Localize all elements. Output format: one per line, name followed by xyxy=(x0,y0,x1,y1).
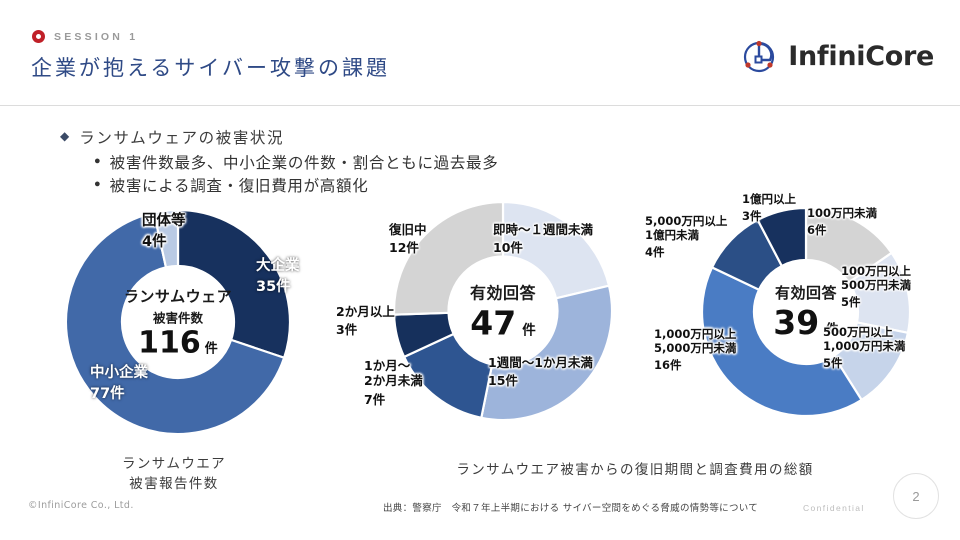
slice-label-text: 中小企業 xyxy=(90,365,148,381)
page-number-badge: 2 xyxy=(893,473,939,519)
slice-label-text-2: 2か月未満 xyxy=(364,373,423,389)
slice-label-text: 即時〜１週間未満 xyxy=(493,222,594,237)
slice-value: 4件 xyxy=(645,245,665,260)
charts-region: ランサムウェア 被害件数 116 件 大企業 35件 中小企業 77件 団体等 4件 有効回… xyxy=(0,192,960,492)
slice-value: 4件 xyxy=(142,233,167,250)
donut-slice-label: 100万円以上 500万円未満 5件 xyxy=(841,264,911,309)
slide-header: SESSION 1 企業が抱えるサイバー攻撃の課題 InfiniCore xyxy=(0,0,960,106)
slice-label-text-2: 1,000万円未満 xyxy=(823,339,906,354)
bullet-level1-label: ランサムウェアの被害状況 xyxy=(79,129,285,147)
donut-slice xyxy=(702,265,864,416)
bullet-level1: ◆ ランサムウェアの被害状況 xyxy=(60,126,498,148)
slice-label-text: 1億円以上 xyxy=(742,192,797,206)
slice-label-text-2: 1億円未満 xyxy=(645,228,700,243)
chart1-caption-line1: ランサムウエア xyxy=(121,456,227,472)
slice-value: 77件 xyxy=(90,385,125,402)
slice-label-text: 1,000万円以上 xyxy=(654,327,737,341)
slice-label-text: 100万円以上 xyxy=(841,264,912,278)
session-ring-icon xyxy=(32,30,45,43)
slice-value: 5件 xyxy=(823,356,843,371)
slice-label-text: 1か月〜 xyxy=(364,358,411,373)
slice-value: 35件 xyxy=(256,278,291,295)
session-eyebrow: SESSION 1 xyxy=(32,30,138,43)
donut-slice xyxy=(479,284,612,420)
slice-value: 5件 xyxy=(841,295,861,310)
donut-slice-label: 1か月〜 2か月未満 7件 xyxy=(364,358,423,407)
slice-label-text: 2か月以上 xyxy=(336,304,395,319)
donut-ring: 有効回答 39 件 xyxy=(702,208,910,416)
bullet-level2-0: ● 被害件数最多、中小企業の件数・割合ともに過去最多 xyxy=(94,151,498,173)
chart23-caption: ランサムウエア被害からの復旧期間と調査費用の総額 xyxy=(456,462,814,478)
slice-value: 10件 xyxy=(493,240,523,256)
logo-wordmark: InfiniCore xyxy=(788,40,934,72)
donut-slice xyxy=(66,211,286,434)
donut-slice-label: 1,000万円以上 5,000万円未満 16件 xyxy=(654,327,736,372)
slice-label-text: 1週間〜1か月未満 xyxy=(488,355,593,370)
donut-slice-label: 中小企業 77件 xyxy=(90,365,148,403)
brand-logo: InfiniCore xyxy=(739,36,934,76)
donut-slice-label: 即時〜１週間未満 10件 xyxy=(493,222,593,256)
donut-slice xyxy=(394,202,505,316)
slice-value: 15件 xyxy=(488,373,518,389)
header-divider xyxy=(0,105,960,106)
copyright-text: ©InfiniCore Co., Ltd. xyxy=(28,500,134,511)
donut-slice-label: 復旧中 12件 xyxy=(389,222,427,256)
slice-value: 3件 xyxy=(336,322,358,338)
donut-slice xyxy=(501,202,611,300)
donut-slice-label: 5,000万円以上 1億円未満 4件 xyxy=(645,214,727,259)
slice-value: 12件 xyxy=(389,240,419,256)
slice-value: 16件 xyxy=(654,358,682,373)
donut-chart-ransomware-reports: ランサムウェア 被害件数 116 件 大企業 35件 中小企業 77件 団体等 4件 xyxy=(44,200,304,450)
chart1-caption-line2: 被害報告件数 xyxy=(129,476,219,493)
bullet-list: ◆ ランサムウェアの被害状況 ● 被害件数最多、中小企業の件数・割合ともに過去最… xyxy=(60,126,498,197)
donut-slice-label: 大企業 35件 xyxy=(256,258,300,296)
slice-label-text: 団体等 xyxy=(142,213,186,229)
slice-label-text: 5,000万円以上 xyxy=(645,214,728,228)
donut-chart-recovery-period: 有効回答 47 件 即時〜１週間未満 10件 1週間〜1か月未満 15件 1か月〜 2か月… xyxy=(336,192,630,442)
infinicore-mark-icon xyxy=(739,36,779,76)
page-title: 企業が抱えるサイバー攻撃の課題 xyxy=(31,56,390,80)
bullet-level2-label: 被害による調査・復旧費用が高額化 xyxy=(109,177,369,195)
donut-slice-label: 1週間〜1か月未満 15件 xyxy=(488,355,593,389)
slice-label-text-2: 5,000万円未満 xyxy=(654,341,737,356)
slice-label-text: 大企業 xyxy=(256,258,300,274)
donut-slice-label: 2か月以上 3件 xyxy=(336,304,395,338)
bullet-level2-1: ● 被害による調査・復旧費用が高額化 xyxy=(94,174,498,196)
donut-slice-label: 100万円未満 6件 xyxy=(807,206,877,237)
diamond-bullet-icon: ◆ xyxy=(60,129,70,143)
donut-slice xyxy=(176,210,290,360)
donut-slice-label: 1億円以上 3件 xyxy=(742,192,796,223)
slice-value: 3件 xyxy=(742,209,762,224)
confidential-badge: Confidential xyxy=(803,503,865,513)
source-citation: 出典：警察庁 令和７年上半期における サイバー空間をめぐる脅威の情勢等について xyxy=(383,503,759,514)
session-label: SESSION 1 xyxy=(54,30,139,43)
donut-slice xyxy=(756,208,808,268)
slice-value: 6件 xyxy=(807,223,827,238)
dot-bullet-icon: ● xyxy=(94,178,101,190)
slice-label-text: 復旧中 xyxy=(389,222,427,237)
slice-label-text: 100万円未満 xyxy=(807,206,878,220)
donut-chart-investigation-cost: 有効回答 39 件 100万円未満 6件 100万円以上 500万円未満 5件 500万円… xyxy=(645,192,960,442)
dot-bullet-icon: ● xyxy=(94,155,101,167)
donut-slice xyxy=(152,210,180,269)
donut-slice-label: 500万円以上 1,000万円未満 5件 xyxy=(823,325,905,370)
bullet-level2-label: 被害件数最多、中小企業の件数・割合ともに過去最多 xyxy=(109,154,499,172)
slice-value: 7件 xyxy=(364,391,386,407)
slice-label-text: 500万円以上 xyxy=(823,325,894,339)
chart1-caption: ランサムウエア 被害報告件数 xyxy=(54,454,294,495)
slice-label-text-2: 500万円未満 xyxy=(841,278,912,293)
donut-slice-label: 団体等 4件 xyxy=(142,213,186,251)
